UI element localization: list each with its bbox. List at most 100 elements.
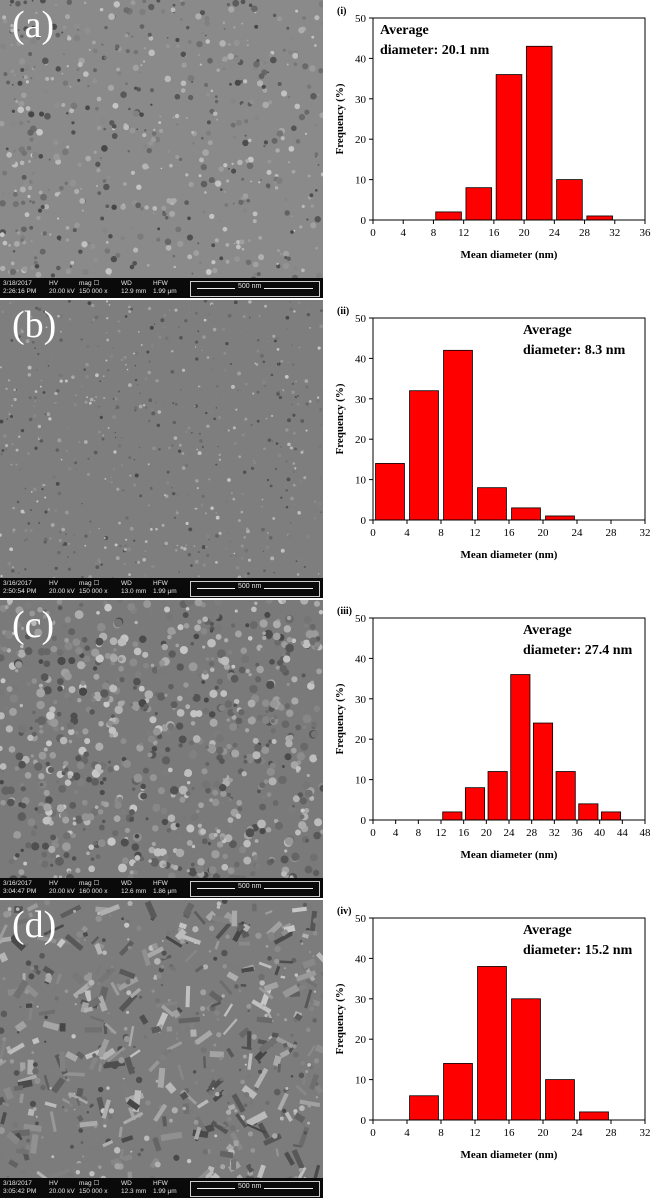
info-hfw-label: HFW [153, 1180, 168, 1187]
info-hfw-value: 1.86 μm [153, 888, 177, 895]
y-tick-label: 0 [361, 815, 367, 827]
info-wd-label: WD [121, 880, 132, 887]
histogram-bar [409, 1095, 439, 1121]
x-tick-label: 32 [640, 1127, 651, 1139]
x-tick-label: 8 [438, 527, 444, 539]
x-tick-label: 28 [526, 827, 538, 839]
panel-a: (a) 3/18/2017 HV mag ☐ WD HFW 2:26:16 PM 20.0… [0, 0, 653, 300]
info-hfw-label: HFW [153, 280, 168, 287]
average-label: Average [380, 23, 429, 38]
x-tick-label: 20 [481, 827, 493, 839]
histogram-chart: 0 4 8 12 16 20 24 28 32 0 10 20 30 40 50 Mean diameter … [325, 300, 653, 598]
x-axis-label: Mean diameter (nm) [461, 849, 558, 861]
x-tick-label: 24 [572, 527, 584, 539]
histogram-bar [435, 211, 462, 221]
sem-texture [0, 600, 323, 898]
sem-background [0, 300, 323, 598]
x-tick-label: 16 [504, 1127, 516, 1139]
info-date: 3/18/2017 [3, 280, 32, 287]
x-tick-label: 36 [572, 827, 584, 839]
sem-particles [0, 0, 323, 282]
info-mag-value: 150 000 x [79, 588, 108, 595]
info-mag-value: 150 000 x [79, 1188, 108, 1195]
histogram-bar [495, 74, 523, 221]
x-tick-label: 4 [393, 827, 399, 839]
info-wd-value: 12.9 mm [121, 288, 147, 295]
info-hfw-label: HFW [153, 880, 168, 887]
histogram-bar [579, 1111, 609, 1121]
x-tick-label: 0 [370, 227, 376, 239]
scale-bar-label: 500 nm [235, 583, 265, 590]
info-hfw-value: 1.99 μm [153, 588, 177, 595]
x-tick-label: 12 [470, 527, 481, 539]
y-tick-label: 40 [355, 353, 367, 365]
histogram-chart: 0 4 8 12 16 20 24 28 32 36 0 10 20 30 40 50 Mean diamete… [325, 0, 653, 298]
sem-panel-label: (b) [12, 304, 57, 346]
info-hfw-value: 1.99 μm [153, 1188, 177, 1195]
y-tick-label: 20 [355, 134, 367, 146]
scale-bar-label: 500 nm [235, 883, 265, 890]
y-tick-label: 50 [355, 313, 367, 325]
sem-image: (b) 3/16/2017 HV mag ☐ WD HFW 2:50:54 PM 20.0… [0, 300, 323, 598]
y-tick-label: 50 [355, 613, 367, 625]
x-tick-label: 8 [416, 827, 422, 839]
x-tick-label: 0 [370, 827, 376, 839]
x-tick-label: 4 [400, 227, 406, 239]
x-tick-label: 20 [519, 227, 531, 239]
histogram-bar [556, 179, 583, 221]
average-diameter-value: diameter: 8.3 nm [523, 343, 626, 358]
info-date: 3/16/2017 [3, 580, 32, 587]
histogram-chart: 0 4 8 12 16 20 24 28 32 0 10 20 30 40 50 Mean diameter … [325, 900, 653, 1198]
x-axis-label: Mean diameter (nm) [461, 549, 558, 561]
y-tick-label: 0 [361, 1115, 367, 1127]
x-tick-label: 0 [370, 1127, 376, 1139]
scale-bar-label: 500 nm [235, 1183, 265, 1190]
info-hfw-label: HFW [153, 580, 168, 587]
x-tick-label: 28 [606, 1127, 618, 1139]
y-tick-label: 40 [355, 653, 367, 665]
info-mag-value: 150 000 x [79, 288, 108, 295]
info-time: 2:50:54 PM [3, 588, 37, 595]
scale-bar: 500 nm [190, 581, 320, 597]
sem-info-bar: 3/16/2017 HV mag ☐ WD HFW 2:50:54 PM 20.00 kV… [0, 578, 323, 598]
scale-bar: 500 nm [190, 281, 320, 297]
sem-particles [0, 600, 323, 885]
x-tick-label: 16 [504, 527, 516, 539]
y-axis-label: Frequency (%) [334, 383, 346, 454]
y-tick-label: 20 [355, 1034, 367, 1046]
histogram-bar [443, 349, 473, 521]
x-tick-label: 28 [606, 527, 618, 539]
chart-tag: (ii) [337, 306, 349, 317]
histogram-svg: 0 4 8 12 16 20 24 28 32 0 10 20 30 40 50 Mean diameter … [334, 306, 651, 561]
chart-tag: (i) [337, 6, 346, 17]
histogram-bar [487, 771, 508, 821]
x-tick-label: 12 [458, 227, 469, 239]
info-hv-value: 20.00 kV [49, 888, 75, 895]
sem-background [0, 0, 323, 298]
scale-bar-label: 500 nm [235, 283, 265, 290]
average-diameter-value: diameter: 15.2 nm [523, 943, 633, 958]
histogram-bar [443, 1063, 473, 1121]
sem-info-bar: 3/16/2017 HV mag ☐ WD HFW 3:04:47 PM 20.00 kV… [0, 878, 323, 898]
average-diameter-value: diameter: 20.1 nm [380, 43, 490, 58]
x-tick-label: 20 [538, 527, 550, 539]
x-axis-label: Mean diameter (nm) [461, 1149, 558, 1161]
panel-c: (c) 3/16/2017 HV mag ☐ WD HFW 3:04:47 PM 20.0… [0, 600, 653, 900]
chart-tag: (iv) [337, 906, 351, 917]
histogram-bar [525, 45, 553, 221]
x-tick-label: 0 [370, 527, 376, 539]
histogram-bar [511, 507, 541, 521]
histogram-bar [375, 463, 405, 521]
info-mag-value: 160 000 x [79, 888, 108, 895]
sem-particles [0, 300, 323, 581]
histogram-chart: 0 4 8 12 16 20 24 28 32 36 40 44 48 0 10 20 30 40 50 Mean d… [325, 600, 653, 898]
y-tick-label: 30 [355, 694, 367, 706]
info-hv-value: 20.00 kV [49, 1188, 75, 1195]
y-tick-label: 30 [355, 94, 367, 106]
x-tick-label: 24 [504, 827, 516, 839]
chart-tag: (iii) [337, 606, 352, 617]
scale-bar: 500 nm [190, 881, 320, 897]
histogram-bar [578, 803, 599, 821]
info-wd-label: WD [121, 280, 132, 287]
